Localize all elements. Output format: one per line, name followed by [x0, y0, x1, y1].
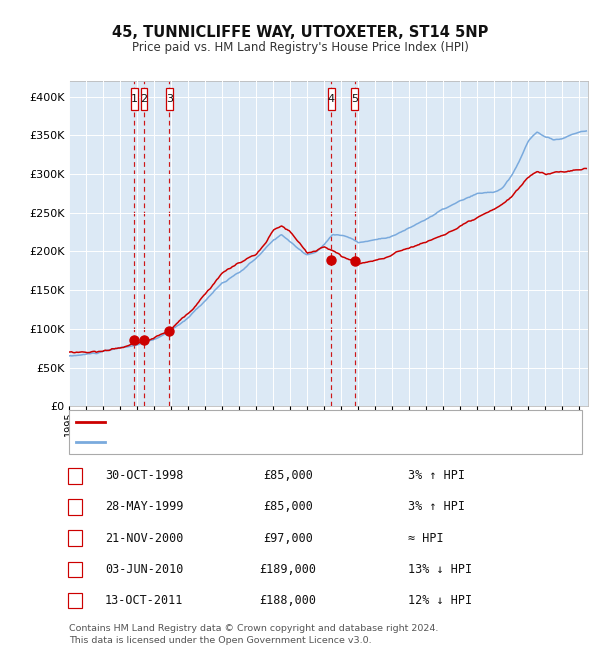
FancyBboxPatch shape: [131, 88, 137, 110]
Text: 3: 3: [166, 94, 173, 104]
Text: 45, TUNNICLIFFE WAY, UTTOXETER, ST14 5NP (detached house): 45, TUNNICLIFFE WAY, UTTOXETER, ST14 5NP…: [111, 417, 459, 427]
Text: Contains HM Land Registry data © Crown copyright and database right 2024.
This d: Contains HM Land Registry data © Crown c…: [69, 624, 439, 645]
Text: 3% ↑ HPI: 3% ↑ HPI: [408, 500, 465, 514]
Text: 13-OCT-2011: 13-OCT-2011: [105, 594, 184, 607]
Text: £189,000: £189,000: [260, 563, 317, 576]
Text: ≈ HPI: ≈ HPI: [408, 532, 443, 545]
Text: 03-JUN-2010: 03-JUN-2010: [105, 563, 184, 576]
Text: 2: 2: [71, 500, 79, 514]
Text: 45, TUNNICLIFFE WAY, UTTOXETER, ST14 5NP: 45, TUNNICLIFFE WAY, UTTOXETER, ST14 5NP: [112, 25, 488, 40]
Text: 5: 5: [71, 594, 79, 607]
FancyBboxPatch shape: [352, 88, 358, 110]
Text: £85,000: £85,000: [263, 500, 313, 514]
Text: Price paid vs. HM Land Registry's House Price Index (HPI): Price paid vs. HM Land Registry's House …: [131, 41, 469, 54]
FancyBboxPatch shape: [328, 88, 335, 110]
Text: £188,000: £188,000: [260, 594, 317, 607]
Text: HPI: Average price, detached house, East Staffordshire: HPI: Average price, detached house, East…: [111, 437, 410, 447]
Text: 21-NOV-2000: 21-NOV-2000: [105, 532, 184, 545]
Text: 4: 4: [328, 94, 335, 104]
Text: 3% ↑ HPI: 3% ↑ HPI: [408, 469, 465, 482]
Text: 3: 3: [71, 532, 79, 545]
Text: 4: 4: [71, 563, 79, 576]
Text: 13% ↓ HPI: 13% ↓ HPI: [408, 563, 472, 576]
FancyBboxPatch shape: [140, 88, 148, 110]
Text: £97,000: £97,000: [263, 532, 313, 545]
Text: 30-OCT-1998: 30-OCT-1998: [105, 469, 184, 482]
Text: 5: 5: [351, 94, 358, 104]
Text: £85,000: £85,000: [263, 469, 313, 482]
Text: 1: 1: [131, 94, 137, 104]
Text: 1: 1: [71, 469, 79, 482]
FancyBboxPatch shape: [166, 88, 173, 110]
Text: 28-MAY-1999: 28-MAY-1999: [105, 500, 184, 514]
Text: 2: 2: [140, 94, 148, 104]
Text: 12% ↓ HPI: 12% ↓ HPI: [408, 594, 472, 607]
